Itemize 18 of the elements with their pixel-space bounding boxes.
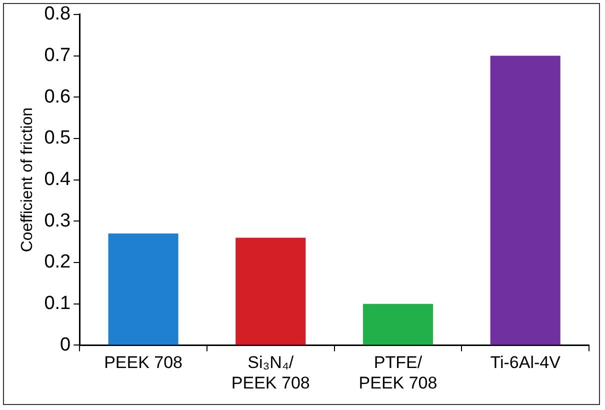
- y-tick-label: 0.3: [44, 210, 71, 232]
- y-tick-label: 0.5: [44, 128, 71, 149]
- y-tick-label: 0.6: [44, 86, 71, 108]
- y-tick-label: 0.7: [44, 44, 71, 66]
- y-tick-label: 0.4: [44, 169, 72, 190]
- y-tick-label: 0: [60, 334, 71, 356]
- bar: [108, 234, 178, 345]
- x-tick-label: Si₃N₄/PEEK 708: [231, 353, 310, 392]
- bar: [362, 304, 433, 345]
- x-tick-label: Ti-6Al-4V: [490, 353, 562, 372]
- y-axis-title: Coefficient of friction: [19, 107, 36, 252]
- x-tick-label: PTFE/PEEK 708: [358, 353, 438, 392]
- bar: [490, 56, 560, 345]
- y-tick-label: 0.2: [44, 252, 71, 273]
- bar: [236, 238, 306, 345]
- x-tick-label: PEEK 708: [104, 353, 183, 372]
- y-tick-label: 0.8: [44, 4, 71, 25]
- y-tick-label: 0.1: [44, 293, 71, 314]
